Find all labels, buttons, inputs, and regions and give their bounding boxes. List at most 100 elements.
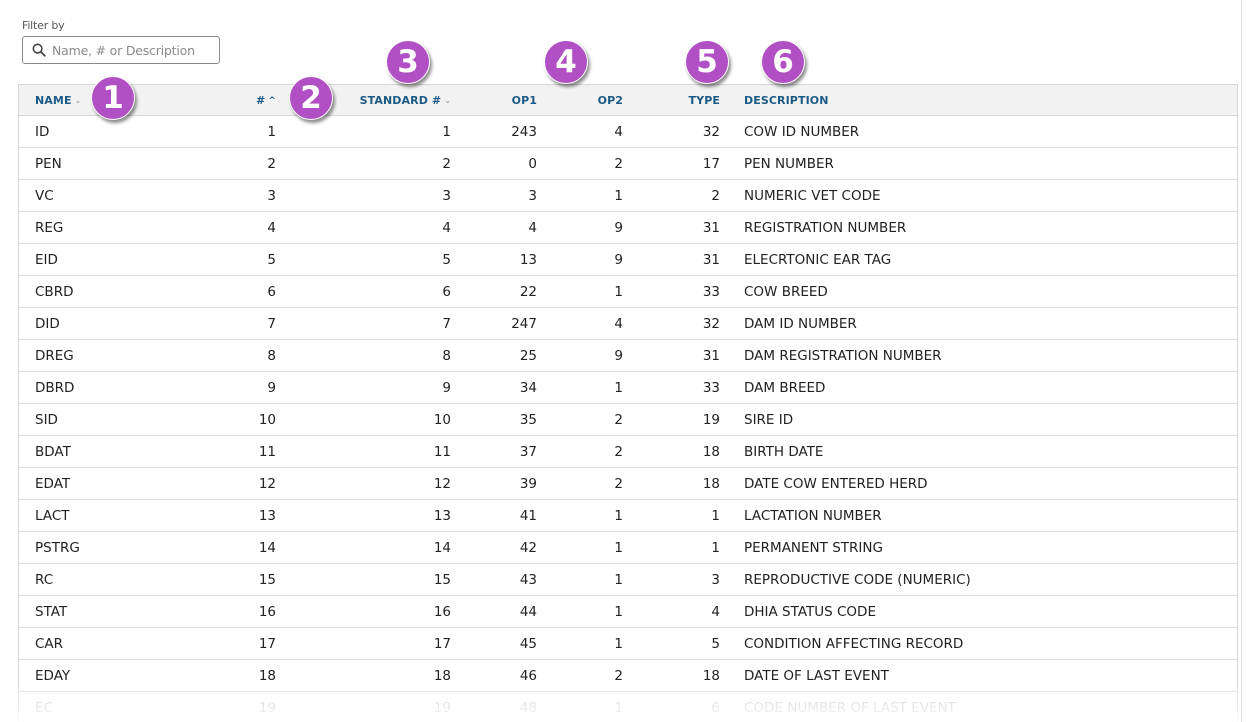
table-row[interactable]: BDAT 11 11 37 2 18 BIRTH DATE bbox=[19, 435, 1237, 468]
table-row[interactable]: ID 1 1 243 4 32 COW ID NUMBER bbox=[19, 115, 1237, 148]
cell-type: 2 bbox=[623, 179, 720, 212]
column-header-number[interactable]: # ^ bbox=[114, 85, 276, 116]
table-row[interactable]: EDAT 12 12 39 2 18 DATE COW ENTERED HERD bbox=[19, 467, 1237, 500]
cell-standard-number: 9 bbox=[276, 371, 451, 404]
cell-number: 6 bbox=[114, 275, 276, 308]
cell-number: 17 bbox=[114, 627, 276, 660]
table-row[interactable]: CBRD 6 6 22 1 33 COW BREED bbox=[19, 275, 1237, 308]
cell-op1: 25 bbox=[451, 339, 537, 372]
table-row[interactable]: PEN 2 2 0 2 17 PEN NUMBER bbox=[19, 147, 1237, 180]
cell-op2: 2 bbox=[537, 435, 623, 468]
cell-op1: 37 bbox=[451, 435, 537, 468]
cell-standard-number: 17 bbox=[276, 627, 451, 660]
cell-number: 18 bbox=[114, 659, 276, 692]
cell-op1: 42 bbox=[451, 531, 537, 564]
cell-op2: 4 bbox=[537, 307, 623, 340]
cell-name: CAR bbox=[19, 627, 114, 660]
table-row[interactable]: STAT 16 16 44 1 4 DHIA STATUS CODE bbox=[19, 595, 1237, 628]
cell-op1: 0 bbox=[451, 147, 537, 180]
callout-badge-2: 2 bbox=[289, 76, 333, 120]
cell-standard-number: 11 bbox=[276, 435, 451, 468]
table-row[interactable]: EDAY 18 18 46 2 18 DATE OF LAST EVENT bbox=[19, 659, 1237, 692]
table-row[interactable]: PSTRG 14 14 42 1 1 PERMANENT STRING bbox=[19, 531, 1237, 564]
cell-op2: 9 bbox=[537, 243, 623, 276]
column-header-op2[interactable]: OP2 bbox=[537, 85, 623, 116]
table-row[interactable]: DID 7 7 247 4 32 DAM ID NUMBER bbox=[19, 307, 1237, 340]
cell-name: STAT bbox=[19, 595, 114, 628]
column-header-op1-label: OP1 bbox=[511, 93, 537, 107]
column-header-number-label: # bbox=[256, 93, 266, 107]
callout-badge-3: 3 bbox=[386, 40, 430, 84]
cell-description: DAM BREED bbox=[720, 371, 1237, 404]
table-row[interactable]: DREG 8 8 25 9 31 DAM REGISTRATION NUMBER bbox=[19, 339, 1237, 372]
cell-op1: 44 bbox=[451, 595, 537, 628]
cell-name: LACT bbox=[19, 499, 114, 532]
cell-op2: 1 bbox=[537, 371, 623, 404]
cell-op1: 48 bbox=[451, 691, 537, 722]
cell-standard-number: 13 bbox=[276, 499, 451, 532]
table-row[interactable]: REG 4 4 4 9 31 REGISTRATION NUMBER bbox=[19, 211, 1237, 244]
cell-number: 16 bbox=[114, 595, 276, 628]
cell-description: DHIA STATUS CODE bbox=[720, 595, 1237, 628]
table-row[interactable]: LACT 13 13 41 1 1 LACTATION NUMBER bbox=[19, 499, 1237, 532]
cell-op1: 243 bbox=[451, 115, 537, 148]
filter-input[interactable] bbox=[52, 42, 202, 58]
cell-number: 9 bbox=[114, 371, 276, 404]
table-row[interactable]: RC 15 15 43 1 3 REPRODUCTIVE CODE (NUMERIC) bbox=[19, 563, 1237, 596]
cell-name: BDAT bbox=[19, 435, 114, 468]
cell-description: CODE NUMBER OF LAST EVENT bbox=[720, 691, 1237, 722]
cell-type: 17 bbox=[623, 147, 720, 180]
cell-op2: 1 bbox=[537, 531, 623, 564]
cell-type: 3 bbox=[623, 563, 720, 596]
cell-description: PEN NUMBER bbox=[720, 147, 1237, 180]
cell-standard-number: 6 bbox=[276, 275, 451, 308]
cell-number: 4 bbox=[114, 211, 276, 244]
table-row[interactable]: CAR 17 17 45 1 5 CONDITION AFFECTING RECORD bbox=[19, 627, 1237, 660]
cell-op1: 22 bbox=[451, 275, 537, 308]
cell-number: 15 bbox=[114, 563, 276, 596]
table-row[interactable]: VC 3 3 3 1 2 NUMERIC VET CODE bbox=[19, 179, 1237, 212]
cell-op2: 1 bbox=[537, 595, 623, 628]
cell-standard-number: 14 bbox=[276, 531, 451, 564]
cell-name: CBRD bbox=[19, 275, 114, 308]
cell-type: 32 bbox=[623, 307, 720, 340]
cell-name: EC bbox=[19, 691, 114, 722]
cell-op1: 43 bbox=[451, 563, 537, 596]
cell-description: COW ID NUMBER bbox=[720, 115, 1237, 148]
cell-standard-number: 7 bbox=[276, 307, 451, 340]
cell-name: DBRD bbox=[19, 371, 114, 404]
search-icon bbox=[32, 43, 46, 57]
cell-op1: 13 bbox=[451, 243, 537, 276]
chevron-down-icon: ⌄ bbox=[74, 95, 82, 105]
cell-op2: 9 bbox=[537, 211, 623, 244]
cell-op1: 46 bbox=[451, 659, 537, 692]
callout-badge-5: 5 bbox=[685, 40, 729, 84]
table-row[interactable]: DBRD 9 9 34 1 33 DAM BREED bbox=[19, 371, 1237, 404]
cell-number: 8 bbox=[114, 339, 276, 372]
page-scrollbar-track[interactable] bbox=[1241, 0, 1242, 722]
table-row[interactable]: EC 19 19 48 1 6 CODE NUMBER OF LAST EVENT bbox=[19, 691, 1237, 722]
cell-type: 18 bbox=[623, 659, 720, 692]
cell-op1: 3 bbox=[451, 179, 537, 212]
filter-box[interactable] bbox=[22, 36, 220, 64]
table-row[interactable]: EID 5 5 13 9 31 ELECRTONIC EAR TAG bbox=[19, 243, 1237, 276]
column-header-description[interactable]: DESCRIPTION bbox=[720, 85, 1237, 116]
cell-standard-number: 3 bbox=[276, 179, 451, 212]
cell-description: SIRE ID bbox=[720, 403, 1237, 436]
column-header-op1[interactable]: OP1 bbox=[451, 85, 537, 116]
cell-op2: 2 bbox=[537, 147, 623, 180]
callout-badge-6: 6 bbox=[761, 40, 805, 84]
cell-type: 19 bbox=[623, 403, 720, 436]
cell-name: PEN bbox=[19, 147, 114, 180]
table-row[interactable]: SID 10 10 35 2 19 SIRE ID bbox=[19, 403, 1237, 436]
column-header-standard-label: STANDARD # bbox=[359, 93, 442, 107]
column-header-description-label: DESCRIPTION bbox=[744, 93, 829, 107]
cell-standard-number: 12 bbox=[276, 467, 451, 500]
fields-table: NAME ⌄ # ^ STANDARD # ⌄ OP1 OP2 TYPE DESCRI… bbox=[18, 84, 1238, 722]
column-header-type[interactable]: TYPE bbox=[623, 85, 720, 116]
cell-op1: 34 bbox=[451, 371, 537, 404]
cell-op1: 41 bbox=[451, 499, 537, 532]
callout-badge-1: 1 bbox=[91, 76, 135, 120]
cell-description: PERMANENT STRING bbox=[720, 531, 1237, 564]
cell-type: 1 bbox=[623, 499, 720, 532]
